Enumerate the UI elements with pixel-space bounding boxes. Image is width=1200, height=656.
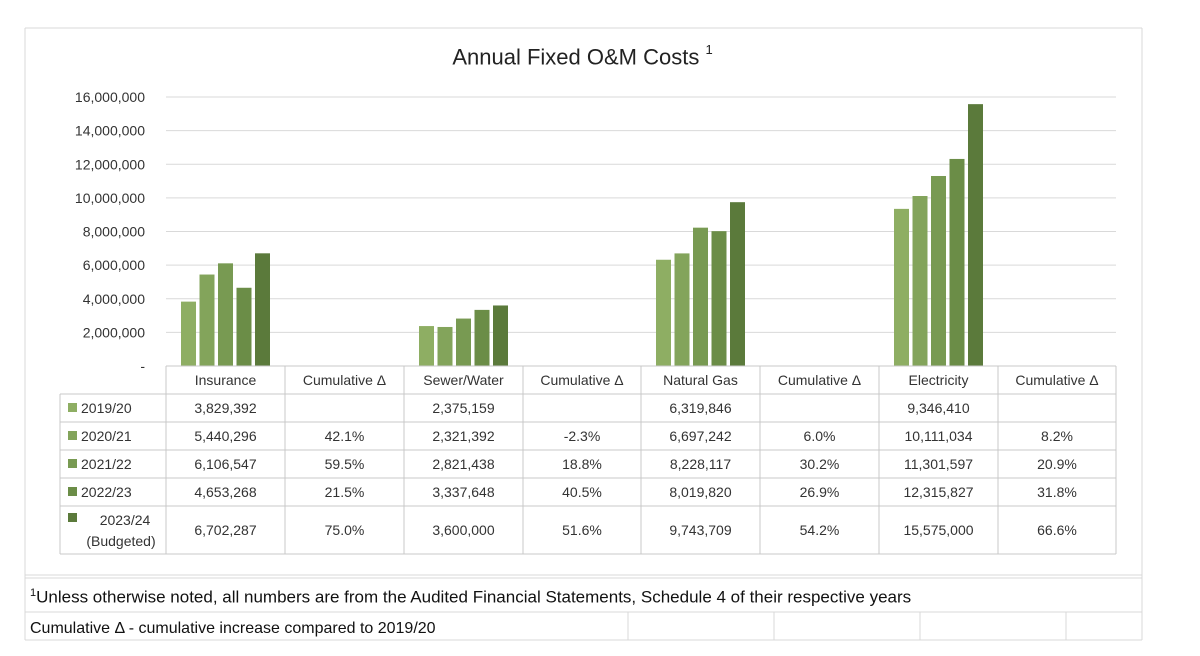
y-tick-label: 4,000,000 [83, 291, 145, 307]
legend-label: 2019/20 [81, 400, 132, 416]
footnote-1: 1Unless otherwise noted, all numbers are… [30, 587, 911, 608]
bar [674, 253, 690, 366]
y-tick-label: 14,000,000 [75, 123, 145, 139]
legend-key [68, 459, 77, 468]
y-tick-label: 8,000,000 [83, 224, 145, 240]
data-value: 3,337,648 [432, 484, 494, 500]
bar [894, 208, 909, 366]
chart-title-footnote-marker: 1 [705, 42, 713, 57]
data-value: 2,375,159 [432, 400, 494, 416]
data-value: 11,301,597 [904, 456, 973, 472]
data-value: 2,821,438 [432, 456, 494, 472]
data-value: 9,346,410 [907, 400, 969, 416]
y-tick-label: 12,000,000 [75, 156, 145, 172]
footnote-1-marker: 1 [30, 587, 37, 599]
cumulative-value: 6.0% [804, 428, 836, 444]
category-label: Electricity [909, 372, 969, 388]
category-label: Natural Gas [663, 372, 738, 388]
legend-key [68, 487, 77, 496]
data-value: 12,315,827 [903, 484, 973, 500]
cumulative-value: 18.8% [562, 456, 602, 472]
data-value: 6,702,287 [194, 522, 256, 538]
legend-key [68, 513, 77, 522]
data-value: 5,440,296 [194, 428, 256, 444]
data-value: 3,829,392 [194, 400, 256, 416]
cumulative-value: -2.3% [564, 428, 601, 444]
data-value: 15,575,000 [903, 522, 973, 538]
category-label: Sewer/Water [423, 372, 504, 388]
y-tick-label: 10,000,000 [75, 190, 145, 206]
data-value: 6,697,242 [669, 428, 731, 444]
category-label: Insurance [195, 372, 257, 388]
cumulative-value: 59.5% [325, 456, 365, 472]
data-value: 10,111,034 [905, 428, 973, 444]
cumulative-value: 31.8% [1037, 484, 1077, 500]
y-tick-label: 6,000,000 [83, 257, 145, 273]
bar [437, 326, 453, 366]
bar [968, 104, 983, 366]
chart-title: Annual Fixed O&M Costs 1 [0, 42, 1165, 70]
cumulative-value: 8.2% [1041, 428, 1073, 444]
bar [730, 202, 745, 366]
legend-label: 2021/22 [81, 456, 132, 472]
data-value: 8,019,820 [669, 484, 731, 500]
bar [199, 274, 215, 366]
cumulative-value: 26.9% [800, 484, 840, 500]
legend-key [68, 403, 77, 412]
bar [181, 301, 196, 366]
data-value: 8,228,117 [670, 456, 731, 472]
legend-label-note: (Budgeted) [86, 533, 155, 549]
cumulative-value: 66.6% [1037, 522, 1077, 538]
bar [693, 227, 708, 366]
data-value: 4,653,268 [194, 484, 256, 500]
data-value: 6,106,547 [194, 456, 256, 472]
y-tick-label: - [140, 358, 145, 374]
bar [474, 309, 490, 366]
cumulative-value: 75.0% [325, 522, 365, 538]
bar [711, 231, 727, 366]
bar [931, 175, 946, 366]
cumulative-value: 42.1% [325, 428, 365, 444]
data-value: 9,743,709 [669, 522, 731, 538]
bar-chart: - 2,000,000 4,000,000 6,000,000 8,000,000 10,… [59, 89, 1117, 555]
y-tick-label: 2,000,000 [83, 324, 145, 340]
chart-title-text: Annual Fixed O&M Costs [452, 44, 700, 70]
bar [456, 318, 471, 366]
cumulative-value: 40.5% [562, 484, 602, 500]
bar [419, 326, 434, 366]
cumulative-value: 20.9% [1037, 456, 1077, 472]
legend-label: 2023/24 [100, 512, 151, 528]
bar [255, 253, 270, 366]
cumulative-value: 30.2% [800, 456, 840, 472]
cumulative-header: Cumulative Δ [540, 372, 623, 388]
bar [949, 158, 965, 366]
cumulative-header: Cumulative Δ [303, 372, 386, 388]
cumulative-header: Cumulative Δ [778, 372, 861, 388]
y-tick-label: 16,000,000 [75, 89, 145, 105]
bar [912, 196, 928, 366]
data-value: 6,319,846 [669, 400, 731, 416]
cumulative-header: Cumulative Δ [1015, 372, 1098, 388]
legend-label: 2020/21 [81, 428, 132, 444]
legend-label: 2022/23 [81, 484, 132, 500]
cumulative-value: 51.6% [562, 522, 602, 538]
data-value: 2,321,392 [432, 428, 494, 444]
bar [656, 259, 671, 366]
footnote-2: Cumulative Δ - cumulative increase compa… [30, 620, 436, 637]
cumulative-value: 54.2% [800, 522, 840, 538]
cumulative-value: 21.5% [325, 484, 365, 500]
footnote-1-text: Unless otherwise noted, all numbers are … [36, 587, 912, 607]
data-value: 3,600,000 [432, 522, 494, 538]
bar [218, 263, 233, 366]
bar [236, 287, 252, 366]
bar [493, 305, 508, 366]
legend-key [68, 431, 77, 440]
